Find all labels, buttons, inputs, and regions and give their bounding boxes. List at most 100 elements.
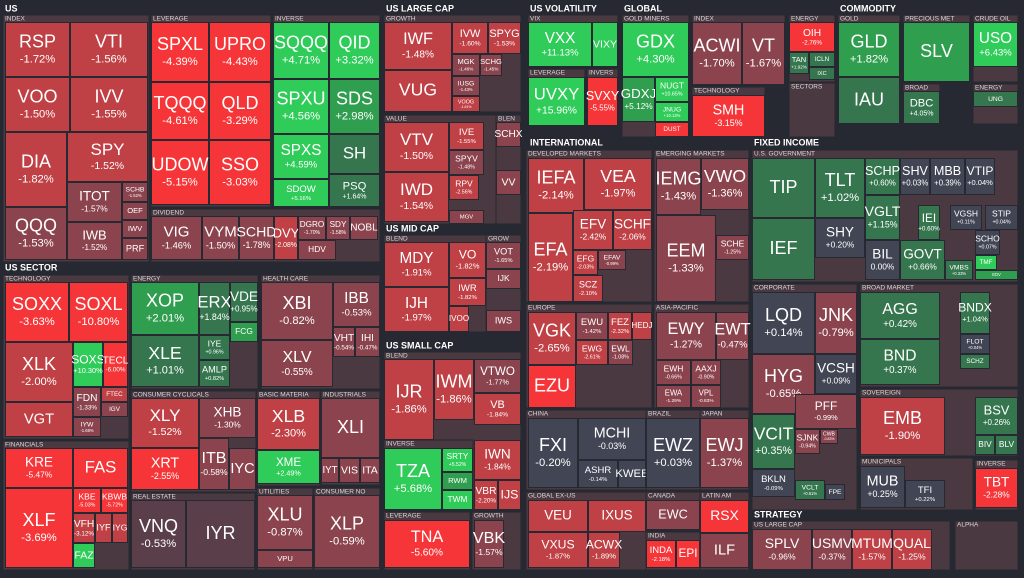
tile [918,205,940,240]
tile-ticker: EFAV [604,254,621,261]
tile [474,393,521,425]
tile [5,22,70,77]
tile-change: -1.43% [459,87,473,92]
tile [209,82,271,140]
tile-ticker: VT [752,36,775,56]
tile-change: -1.78% [243,240,271,250]
tile [70,77,148,132]
tile [257,398,320,450]
tile-ticker: EZU [534,375,570,395]
tile-change: -2.55% [151,471,179,481]
tile-ticker: VMBS [949,264,969,271]
tile-ticker: IWN [484,447,510,462]
tile-ticker: HDV [308,244,326,254]
tile-change: -0.53% [141,538,176,550]
tile [329,22,380,79]
tile-ticker: IYG [113,522,128,532]
tile-ticker: EWC [658,507,687,521]
tile-change: -1.30% [214,420,241,430]
tile [199,360,230,387]
tile [903,91,940,124]
tile-ticker: SCHF [614,217,651,232]
tile-ticker: KRE [25,455,53,470]
tile-change: -0.79% [818,327,853,339]
tile-ticker: IYF [96,522,111,532]
tile-ticker: XOP [146,291,184,311]
tile-ticker: VGT [24,411,54,427]
group-label: EUROPE [528,305,556,312]
group-label: INVERSE [275,16,304,23]
group-label: TECHNOLOGY [694,88,740,95]
tile [73,488,101,513]
tile-ticker: UPRO [214,34,266,54]
group-label: VIX [530,16,541,23]
tile-ticker: EWG [582,344,602,354]
tile [960,354,990,369]
tile-ticker: BND [884,347,917,364]
group-label: PRECIOUS MET [905,16,955,23]
tile [950,205,982,230]
tile-change: -1.67% [746,57,781,69]
tile-change: +0.35% [755,445,792,457]
tile-ticker: IVW [460,28,481,40]
tile-ticker: IJR [396,382,423,402]
group-label: INVERSE [977,461,1006,468]
tile-ticker: AMLP [202,365,227,375]
tile [442,472,473,490]
tile [449,122,484,150]
tile [5,488,73,568]
tile-ticker: IEMG [655,169,701,189]
tile-ticker: BSV [984,403,1010,418]
tile [449,306,469,332]
group-label: ALPHA [957,522,979,529]
tile-ticker: SCZ [579,280,598,290]
tile-ticker: BKLN [761,474,786,485]
tile-ticker: IWV [128,224,143,233]
tile-ticker: IWM [436,372,473,392]
tile-change: +4.56% [282,110,320,122]
tile [960,292,990,334]
tile [486,310,521,332]
tile-ticker: XLP [330,514,364,534]
tile [5,402,73,437]
tile-ticker: IYE [208,339,222,349]
tile-change: +0.04% [968,345,983,350]
tile [486,242,521,269]
tile [122,220,148,238]
tile-change: -1.52% [91,160,124,172]
tile [900,158,930,195]
tile-ticker: TAN [792,55,806,64]
group-label: BASIC MATERIA [259,392,309,399]
tile-ticker: VGLT [865,203,901,219]
tile-ticker: VIS [341,464,358,476]
tile [795,480,825,500]
tile-ticker: ITA [362,464,378,476]
tile-change: -1.25% [898,551,926,561]
tile-change: -1.45% [484,66,499,71]
tile [257,550,313,568]
group-label: BROAD MARKET [862,285,914,292]
tile-change: -5.47% [26,470,53,480]
group-label: GROWTH [474,513,504,520]
tile [474,440,521,480]
tile-ticker: KBWB [102,492,127,502]
tile-ticker: SCHZ [966,358,983,365]
tile-ticker: XLK [22,354,56,374]
tile-change: -0.47% [358,344,378,351]
tile-change: +3.32% [335,54,373,66]
group-label: ASIA-PACIFIC [656,305,698,312]
tile-change: -2.03% [577,265,594,271]
tile-ticker: UNG [988,96,1003,103]
tile [716,312,749,360]
tile-ticker: MCHI [594,425,631,441]
tile [528,532,588,568]
tile-change: +1.15% [867,220,897,230]
tile [384,172,449,222]
tile [700,418,749,488]
tile-change: -2.65% [534,342,569,354]
tile-ticker: VXUS [541,538,574,552]
tile [528,22,592,67]
tile-change: -0.55% [281,367,313,378]
tile-ticker: JNUG [663,106,682,113]
